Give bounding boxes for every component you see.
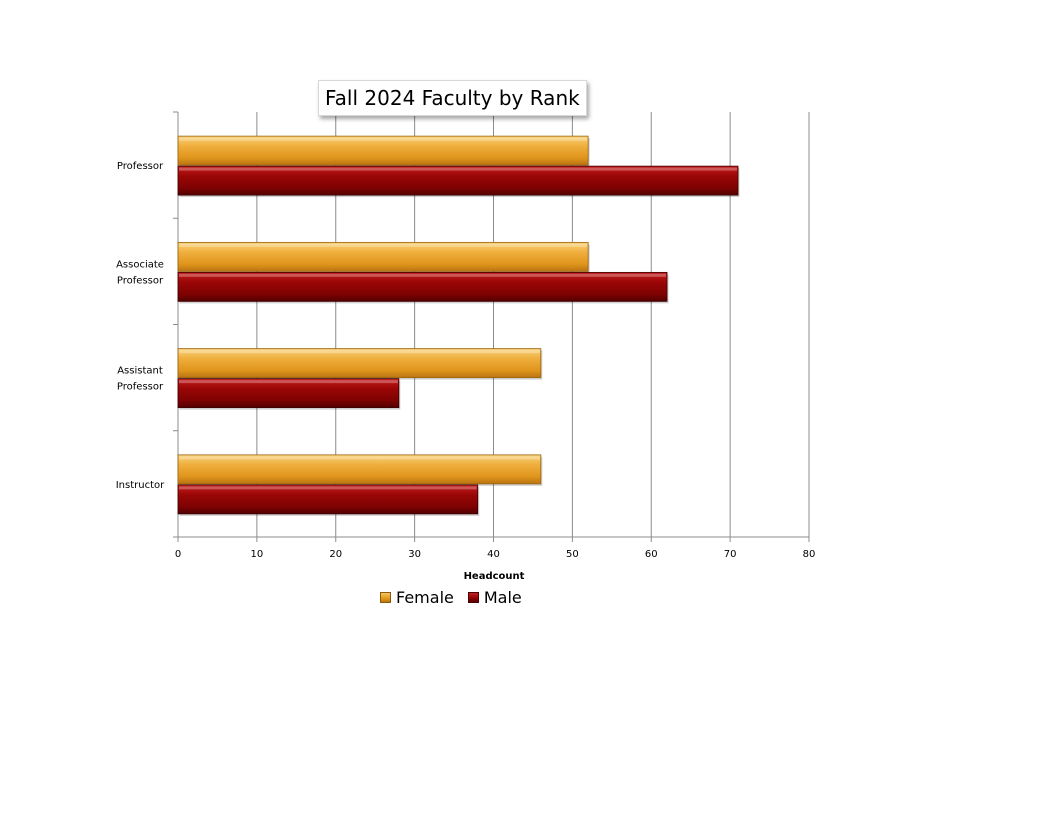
legend-label-female: Female xyxy=(396,588,454,607)
bar-assistant-professor-female xyxy=(177,348,542,379)
bar-professor-male xyxy=(177,165,739,196)
bar-highlight-instructor-female xyxy=(179,456,540,460)
y-category-label-2-1: Professor xyxy=(117,382,164,393)
bar-highlight-assistant-professor-female xyxy=(179,350,540,354)
chart-legend: Female Male xyxy=(380,588,536,607)
x-axis-title: Headcount xyxy=(464,571,525,582)
x-tick-label-0: 0 xyxy=(175,549,181,560)
bar-associate-professor-male xyxy=(177,271,668,302)
bar-instructor-male xyxy=(177,484,479,515)
bar-highlight-assistant-professor-male xyxy=(179,380,398,384)
x-tick-label-60: 60 xyxy=(645,549,658,560)
bar-highlight-professor-female xyxy=(179,137,588,141)
y-category-label-0-0: Professor xyxy=(117,161,164,172)
x-tick-label-40: 40 xyxy=(487,549,500,560)
bars xyxy=(177,135,740,516)
bar-assistant-professor-male xyxy=(177,378,400,409)
x-tick-label-80: 80 xyxy=(803,549,816,560)
legend-swatch-female xyxy=(380,592,391,603)
y-category-label-2-0: Assistant xyxy=(117,366,163,377)
x-tick-label-10: 10 xyxy=(251,549,264,560)
bar-instructor-female xyxy=(177,454,542,485)
chart-title: Fall 2024 Faculty by Rank xyxy=(318,80,587,116)
bar-highlight-professor-male xyxy=(179,167,738,171)
y-category-label-3-0: Instructor xyxy=(116,480,165,491)
y-category-label-1-0: Associate xyxy=(116,259,164,270)
bar-associate-professor-female xyxy=(177,241,589,272)
x-tick-label-30: 30 xyxy=(408,549,421,560)
x-tick-label-50: 50 xyxy=(566,549,579,560)
bar-highlight-associate-professor-male xyxy=(179,273,667,277)
x-tick-label-70: 70 xyxy=(724,549,737,560)
y-category-label-1-1: Professor xyxy=(117,275,164,286)
bar-professor-female xyxy=(177,135,589,166)
labels: 0 10 20 30 40 50 60 70 80 Professor Associate Profe… xyxy=(116,161,816,582)
legend-item-female: Female xyxy=(380,588,454,607)
legend-label-male: Male xyxy=(483,588,522,607)
x-tick-label-20: 20 xyxy=(329,549,342,560)
legend-item-male: Male xyxy=(467,588,522,607)
bar-highlight-associate-professor-female xyxy=(179,243,588,247)
chart-title-text: Fall 2024 Faculty by Rank xyxy=(325,86,580,110)
bar-highlight-instructor-male xyxy=(179,486,477,490)
legend-swatch-male xyxy=(467,592,479,603)
